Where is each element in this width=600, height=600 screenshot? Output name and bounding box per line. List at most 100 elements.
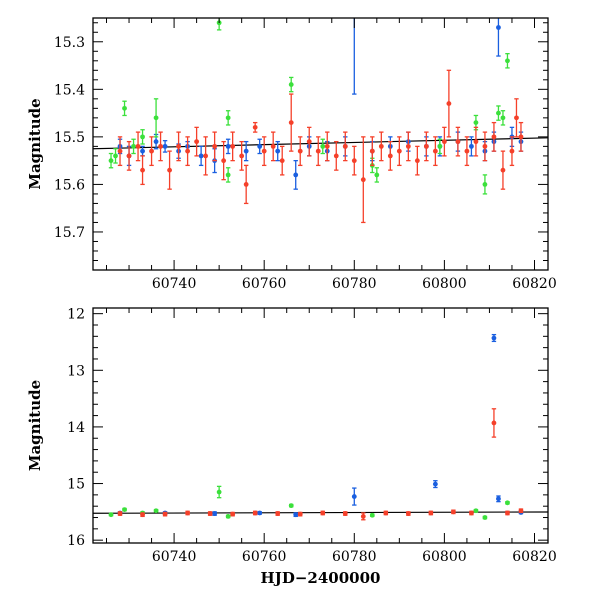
data-point: [369, 512, 375, 518]
y-tick-label: 15.7: [54, 225, 85, 241]
x-tick-label: 60820: [512, 276, 557, 292]
data-point: [207, 511, 213, 516]
y-tick-label: 15.5: [54, 130, 85, 146]
data-point: [482, 182, 488, 187]
y-tick-label: 15.4: [54, 82, 85, 98]
data-point: [198, 153, 204, 159]
plot-area: [93, 18, 548, 224]
data-point: [496, 496, 501, 502]
data-point: [216, 489, 222, 495]
data-point: [441, 139, 447, 145]
data-point: [225, 513, 231, 519]
data-point: [414, 158, 420, 164]
data-point: [351, 494, 357, 499]
top-panel: 60740 60760 60780 60800 60820 15.3 15.4 15.5 15.…: [26, 17, 557, 292]
data-point: [212, 143, 218, 149]
data-point: [153, 115, 159, 121]
data-point: [153, 508, 159, 514]
data-point: [293, 512, 299, 518]
data-point: [293, 172, 299, 178]
x-axis-label: HJD−2400000: [261, 569, 381, 587]
series-red: [117, 69, 524, 224]
data-point: [185, 510, 191, 516]
data-point: [212, 511, 218, 516]
data-point: [275, 511, 281, 516]
plot-frame: [92, 307, 549, 544]
series-green: [108, 18, 510, 195]
data-point: [243, 182, 249, 187]
data-point: [122, 105, 127, 111]
x-tick-label: 60780: [332, 276, 377, 292]
data-point: [239, 153, 245, 159]
plot-area: [93, 333, 548, 521]
data-point: [270, 143, 276, 149]
y-axis-label: Magnitude: [26, 98, 44, 189]
data-point: [279, 158, 285, 164]
data-point: [505, 510, 510, 516]
data-point: [176, 143, 181, 149]
data-point: [428, 510, 434, 516]
data-point: [135, 143, 141, 149]
data-point: [342, 143, 348, 149]
data-point: [320, 143, 326, 149]
data-point: [288, 120, 294, 126]
data-point: [230, 511, 236, 517]
data-point: [221, 158, 227, 164]
data-point: [149, 148, 154, 154]
data-point: [158, 143, 163, 149]
data-point: [320, 510, 326, 516]
bottom-panel: 60740 60760 60780 60800 60820 12 13 14 15 16 Magni…: [26, 307, 557, 587]
data-point: [369, 148, 375, 154]
data-point: [518, 134, 524, 140]
data-point: [491, 335, 497, 341]
data-point: [261, 148, 267, 154]
data-point: [405, 143, 411, 149]
data-point: [225, 143, 231, 149]
data-point: [306, 139, 312, 145]
y-tick-label: 13: [67, 363, 85, 379]
x-tick-label: 60760: [242, 549, 287, 565]
data-point: [514, 115, 519, 121]
data-point: [405, 511, 411, 516]
data-point: [482, 515, 488, 520]
data-point: [469, 510, 474, 516]
data-point: [473, 508, 479, 514]
data-point: [496, 25, 501, 30]
data-point: [162, 143, 168, 149]
data-point: [333, 153, 339, 159]
data-point: [140, 148, 145, 154]
data-point: [464, 148, 470, 154]
data-point: [113, 153, 118, 159]
data-point: [432, 148, 438, 154]
data-point: [243, 148, 249, 154]
data-point: [275, 148, 281, 154]
data-point: [257, 510, 263, 516]
data-point: [491, 420, 497, 426]
data-point: [396, 148, 402, 154]
x-tick-label: 60820: [512, 549, 557, 565]
x-tick-label: 60740: [152, 276, 197, 292]
data-point: [491, 134, 497, 140]
data-point: [351, 158, 357, 164]
data-point: [108, 158, 114, 164]
data-point: [473, 139, 479, 145]
data-point: [315, 148, 321, 154]
data-point: [153, 139, 159, 145]
data-point: [185, 148, 191, 154]
data-point: [505, 500, 510, 506]
x-tick-label: 60780: [332, 549, 377, 565]
data-point: [500, 115, 506, 121]
data-point: [225, 172, 231, 178]
data-point: [455, 139, 461, 145]
series-green: [108, 485, 510, 520]
data-point: [140, 167, 145, 173]
model-fit-line: [93, 137, 548, 150]
data-point: [117, 511, 123, 516]
data-point: [496, 110, 501, 116]
data-point: [162, 511, 168, 517]
data-point: [117, 148, 123, 154]
y-tick-label: 15: [67, 477, 85, 493]
data-point: [518, 508, 524, 514]
x-tick-label: 60760: [242, 276, 287, 292]
